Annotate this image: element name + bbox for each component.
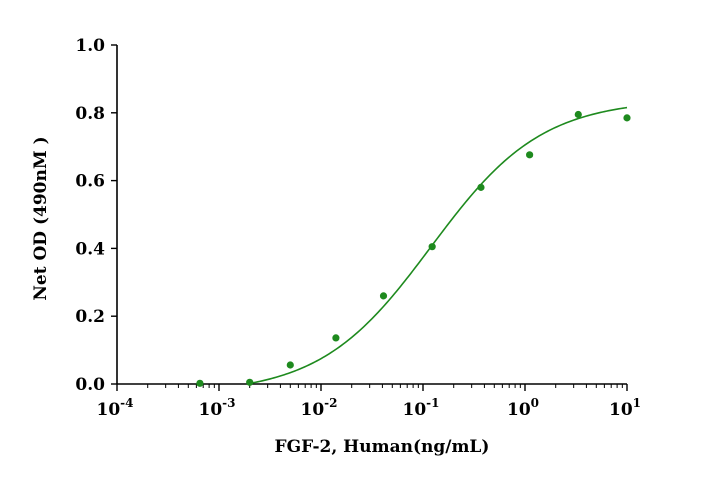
data-point [477, 183, 485, 191]
data-point [332, 334, 340, 342]
data-point [623, 114, 631, 122]
x-tick-label: 10-1 [402, 396, 439, 420]
data-point [574, 110, 582, 119]
x-tick-label: 10-4 [96, 396, 133, 420]
fit-curve [247, 106, 628, 385]
ticks: 0.0 0.2 0.4 0.6 0.8 1.0 10-4 10-3 10-2 10-1 100 101 [75, 36, 641, 420]
x-tick-label: 10-2 [300, 396, 337, 420]
data-points [196, 110, 631, 387]
data-point [246, 378, 254, 386]
fit-curve-layer [247, 106, 628, 385]
data-point [526, 151, 534, 159]
data-point [196, 379, 204, 387]
x-tick-label: 100 [507, 396, 539, 420]
y-tick-label: 0.6 [75, 172, 105, 192]
y-tick-label: 0.0 [75, 375, 105, 395]
x-tick-label: 10-3 [198, 396, 235, 420]
data-point [286, 361, 294, 369]
y-tick-label: 0.8 [75, 104, 105, 124]
y-tick-label: 0.4 [75, 239, 105, 259]
y-tick-label: 0.2 [75, 307, 105, 327]
axes [116, 45, 627, 385]
data-point [379, 292, 388, 300]
x-tick-label: 101 [609, 396, 641, 420]
y-axis-title: Net OD (490nM ) [31, 136, 51, 300]
data-point [428, 243, 436, 251]
y-tick-label: 1.0 [75, 36, 105, 56]
x-axis-title: FGF-2, Human(ng/mL) [275, 437, 490, 457]
